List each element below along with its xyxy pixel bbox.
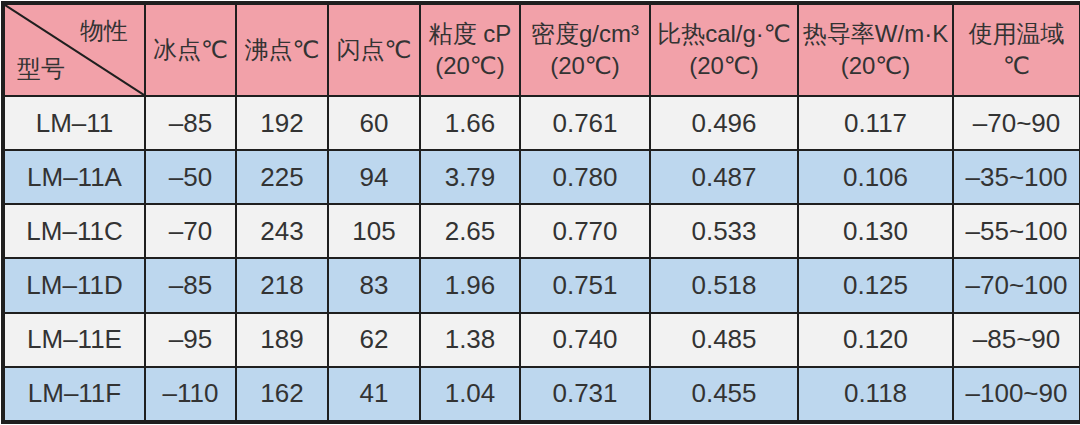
value-cell: 60 — [328, 96, 420, 150]
value-cell: 1.38 — [420, 313, 520, 367]
value-cell: –100~90 — [953, 367, 1080, 422]
value-cell: –85 — [145, 258, 236, 312]
model-cell: LM–11C — [3, 204, 145, 258]
value-cell: 0.496 — [650, 96, 798, 150]
value-cell: –55~100 — [953, 204, 1080, 258]
header-line1: 粘度 cP — [421, 18, 519, 50]
value-cell: –95 — [145, 313, 236, 367]
header-line1: 闪点℃ — [329, 34, 419, 66]
table-body: LM–11–85192601.660.7610.4960.117–70~90LM… — [3, 96, 1080, 422]
value-cell: 0.106 — [798, 150, 953, 204]
header-line1: 密度g/cm³ — [521, 18, 649, 50]
table-row: LM–11–85192601.660.7610.4960.117–70~90 — [3, 96, 1080, 150]
header-line1: 冰点℃ — [146, 34, 235, 66]
header-cell-viscosity: 粘度 cP (20℃) — [420, 3, 520, 96]
value-cell: 225 — [236, 150, 328, 204]
corner-label-model: 型号 — [17, 53, 65, 85]
value-cell: 0.770 — [520, 204, 650, 258]
value-cell: –35~100 — [953, 150, 1080, 204]
value-cell: –85~90 — [953, 313, 1080, 367]
value-cell: 0.118 — [798, 367, 953, 422]
value-cell: 0.761 — [520, 96, 650, 150]
value-cell: 41 — [328, 367, 420, 422]
value-cell: 1.96 — [420, 258, 520, 312]
table-row: LM–11A–50225943.790.7800.4870.106–35~100 — [3, 150, 1080, 204]
model-cell: LM–11E — [3, 313, 145, 367]
table-row: LM–11D–85218831.960.7510.5180.125–70~100 — [3, 258, 1080, 312]
corner-label-property: 物性 — [80, 15, 128, 47]
value-cell: 0.125 — [798, 258, 953, 312]
header-line2: (20℃) — [521, 50, 649, 82]
model-cell: LM–11D — [3, 258, 145, 312]
value-cell: 0.487 — [650, 150, 798, 204]
value-cell: 0.117 — [798, 96, 953, 150]
header-cell-operating-range: 使用温域 ℃ — [953, 3, 1080, 96]
header-line2: ℃ — [954, 50, 1079, 82]
value-cell: 0.740 — [520, 313, 650, 367]
value-cell: 1.66 — [420, 96, 520, 150]
value-cell: 2.65 — [420, 204, 520, 258]
header-cell-flash-point: 闪点℃ — [328, 3, 420, 96]
table-row: LM–11C–702431052.650.7700.5330.130–55~10… — [3, 204, 1080, 258]
header-cell-boiling-point: 沸点℃ — [236, 3, 328, 96]
corner-cell: 物性 型号 — [3, 3, 145, 96]
value-cell: 0.518 — [650, 258, 798, 312]
value-cell: 83 — [328, 258, 420, 312]
value-cell: 105 — [328, 204, 420, 258]
header-line1: 沸点℃ — [237, 34, 327, 66]
header-line2: (20℃) — [799, 50, 952, 82]
value-cell: –70~90 — [953, 96, 1080, 150]
value-cell: 1.04 — [420, 367, 520, 422]
properties-table: 物性 型号 冰点℃ 沸点℃ 闪点℃ 粘度 cP (20℃) — [1, 1, 1080, 424]
header-line1: 使用温域 — [954, 18, 1079, 50]
value-cell: 0.485 — [650, 313, 798, 367]
value-cell: 243 — [236, 204, 328, 258]
table-row: LM–11E–95189621.380.7400.4850.120–85~90 — [3, 313, 1080, 367]
page: 物性 型号 冰点℃ 沸点℃ 闪点℃ 粘度 cP (20℃) — [0, 1, 1080, 425]
value-cell: 0.751 — [520, 258, 650, 312]
value-cell: –50 — [145, 150, 236, 204]
table-row: LM–11F–110162411.040.7310.4550.118–100~9… — [3, 367, 1080, 422]
value-cell: –70 — [145, 204, 236, 258]
value-cell: 62 — [328, 313, 420, 367]
model-cell: LM–11F — [3, 367, 145, 422]
header-line2: (20℃) — [421, 50, 519, 82]
value-cell: –85 — [145, 96, 236, 150]
model-cell: LM–11 — [3, 96, 145, 150]
header-line1: 热导率W/m·K — [799, 18, 952, 50]
value-cell: –110 — [145, 367, 236, 422]
header-line2: (20℃) — [651, 50, 797, 82]
header-cell-thermal-conductivity: 热导率W/m·K (20℃) — [798, 3, 953, 96]
header-row: 物性 型号 冰点℃ 沸点℃ 闪点℃ 粘度 cP (20℃) — [3, 3, 1080, 96]
value-cell: 0.780 — [520, 150, 650, 204]
header-cell-specific-heat: 比热cal/g·℃ (20℃) — [650, 3, 798, 96]
value-cell: 189 — [236, 313, 328, 367]
value-cell: –70~100 — [953, 258, 1080, 312]
value-cell: 0.731 — [520, 367, 650, 422]
model-cell: LM–11A — [3, 150, 145, 204]
value-cell: 192 — [236, 96, 328, 150]
value-cell: 0.130 — [798, 204, 953, 258]
value-cell: 0.120 — [798, 313, 953, 367]
header-cell-density: 密度g/cm³ (20℃) — [520, 3, 650, 96]
value-cell: 162 — [236, 367, 328, 422]
header-cell-freezing-point: 冰点℃ — [145, 3, 236, 96]
value-cell: 0.533 — [650, 204, 798, 258]
header-line1: 比热cal/g·℃ — [651, 18, 797, 50]
value-cell: 0.455 — [650, 367, 798, 422]
value-cell: 218 — [236, 258, 328, 312]
value-cell: 3.79 — [420, 150, 520, 204]
value-cell: 94 — [328, 150, 420, 204]
